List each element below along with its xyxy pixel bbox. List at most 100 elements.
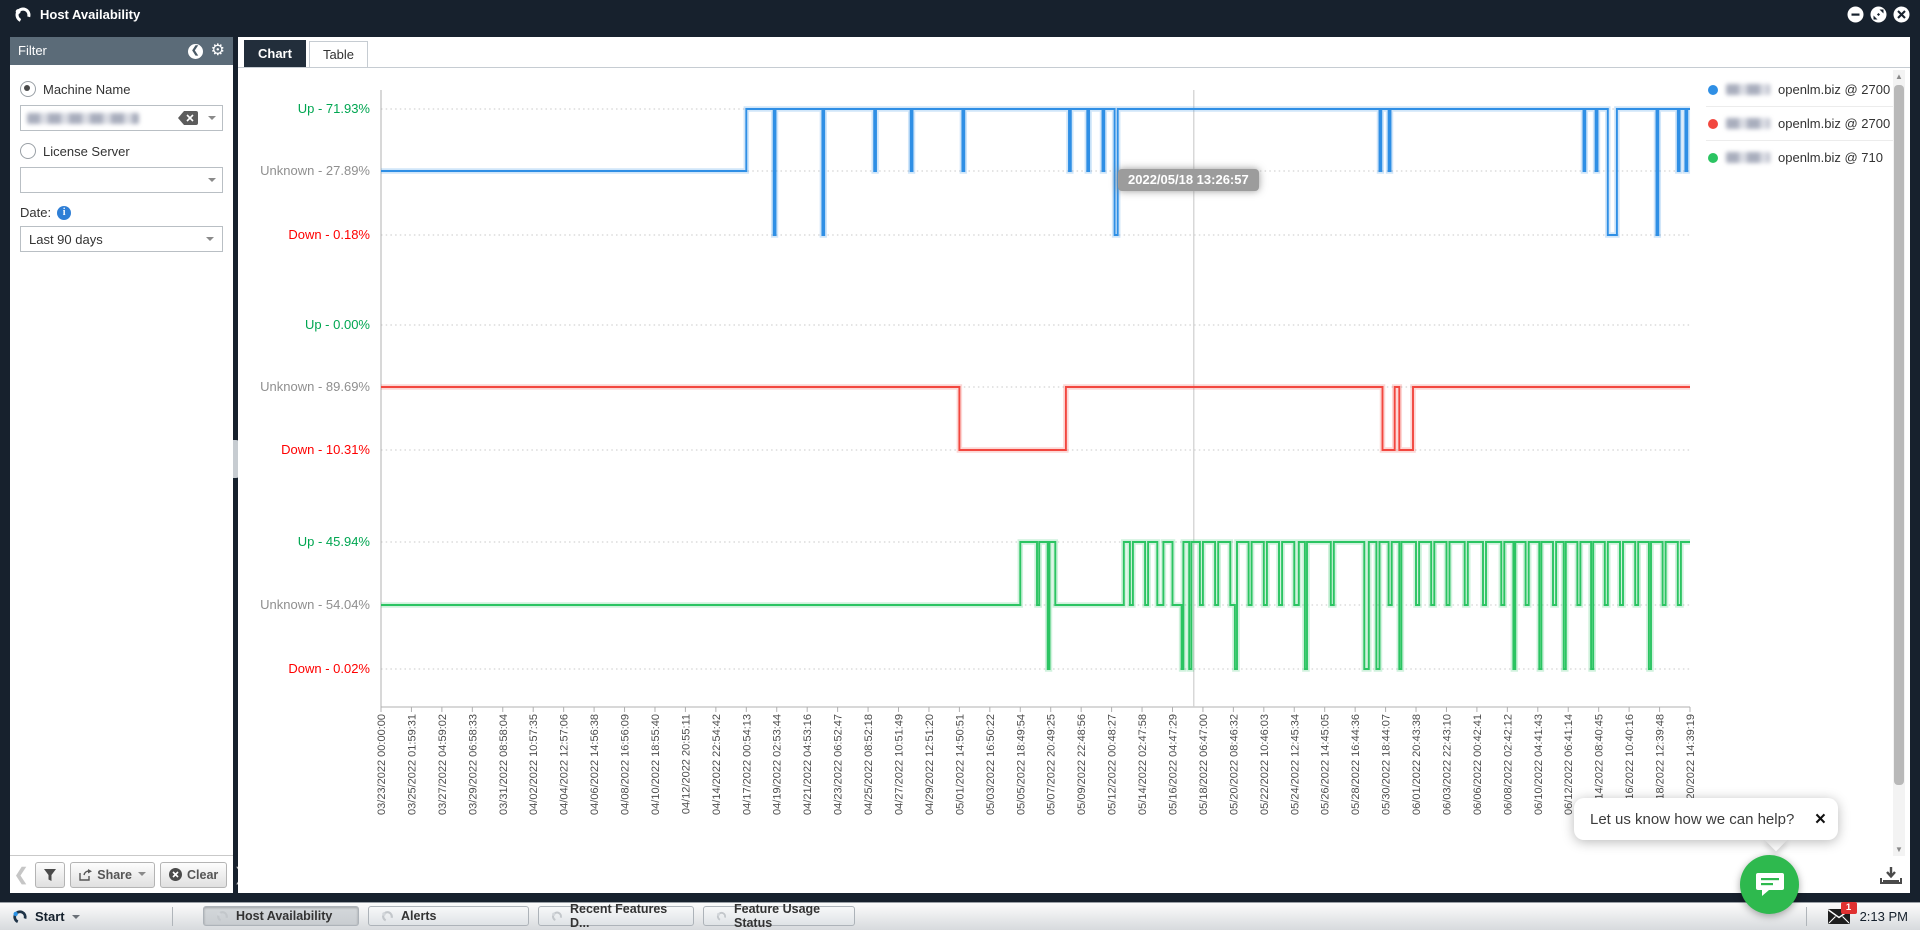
taskbar-item-recent-features-d[interactable]: Recent Features D... — [538, 902, 694, 930]
taskbar-item-alerts[interactable]: Alerts — [368, 906, 529, 926]
chevron-down-icon[interactable] — [208, 178, 216, 186]
x-tick-label: 04/14/2022 22:54:42 — [711, 714, 723, 815]
x-tick-label: 06/01/2022 20:43:38 — [1411, 714, 1423, 815]
x-tick-label: 04/25/2022 08:52:18 — [863, 714, 875, 815]
start-label: Start — [35, 909, 65, 924]
share-button[interactable]: Share — [70, 861, 155, 888]
x-tick-label: 05/12/2022 00:48:27 — [1107, 714, 1119, 815]
x-tick-label: 05/16/2022 04:47:29 — [1167, 714, 1179, 815]
toolbar-scroll-left-icon[interactable]: ❮ — [14, 864, 29, 884]
circle-x-icon — [169, 868, 182, 881]
taskbar-item-feature-usage-status[interactable]: Feature Usage Status — [703, 902, 855, 930]
scroll-up-icon[interactable]: ▲ — [1895, 72, 1903, 81]
license-server-radio[interactable] — [20, 143, 36, 159]
x-tick-label: 05/22/2022 10:46:03 — [1259, 714, 1271, 815]
window-title: Host Availability — [40, 7, 141, 22]
scroll-down-icon[interactable]: ▼ — [1895, 845, 1903, 854]
x-tick-label: 05/07/2022 20:49:25 — [1046, 714, 1058, 815]
x-tick-label: 05/28/2022 16:44:36 — [1350, 714, 1362, 815]
tab-table[interactable]: Table — [308, 41, 369, 67]
taskbar-clock: 2:13 PM — [1859, 909, 1908, 924]
x-tick-label: 04/19/2022 02:53:44 — [772, 714, 784, 815]
x-tick-label: 06/10/2022 04:41:43 — [1533, 714, 1545, 815]
share-icon — [79, 868, 93, 881]
x-tick-label: 04/12/2022 20:55:11 — [680, 714, 692, 814]
date-range-value: Last 90 days — [29, 231, 103, 247]
availability-chart[interactable]: 03/23/2022 00:00:00 03/25/2022 01:59:31 03… — [238, 37, 1910, 893]
openlm-task-icon — [217, 910, 228, 922]
taskbar-item-label: Feature Usage Status — [733, 902, 821, 930]
minimize-button[interactable] — [1847, 6, 1864, 23]
download-chart-button[interactable] — [1878, 865, 1904, 887]
sidebar-collapse-handle[interactable] — [233, 440, 240, 478]
taskbar-item-label: Alerts — [401, 909, 437, 923]
x-tick-label: 05/20/2022 08:46:32 — [1228, 714, 1240, 815]
main-panel: Chart Table 03/23/2022 00:00:00 03/25/2022… — [238, 37, 1910, 893]
level-label-unknown-group3: Unknown - 54.04% — [260, 597, 370, 612]
x-tick-label: 06/18/2022 12:39:48 — [1655, 714, 1667, 815]
window-controls — [1847, 6, 1910, 23]
license-server-label: License Server — [43, 143, 130, 159]
chat-tooltip: Let us know how we can help? × — [1574, 798, 1838, 840]
clear-button[interactable]: Clear — [160, 861, 228, 888]
clear-label: Clear — [187, 867, 219, 882]
filter-apply-button[interactable] — [35, 861, 66, 888]
legend-item-server-2[interactable]: openlm.biz @ 2700 — [1706, 107, 1896, 141]
legend-label: openlm.biz @ 2700 — [1778, 116, 1891, 131]
level-label-down-group3: Down - 0.02% — [288, 661, 370, 676]
maximize-button[interactable] — [1870, 6, 1887, 23]
openlm-start-icon — [13, 909, 27, 924]
openlm-task-icon — [382, 910, 393, 922]
filter-title: Filter — [18, 43, 47, 58]
info-icon[interactable]: i — [57, 205, 72, 220]
close-button[interactable] — [1893, 6, 1910, 23]
filter-panel: Filter ❮ ⚙ Machine Name License Server D… — [10, 37, 249, 893]
x-tick-label: 04/27/2022 10:51:49 — [894, 714, 906, 815]
taskbar-item-host-availability[interactable]: Host Availability — [203, 906, 359, 926]
collapse-panel-icon[interactable]: ❮ — [187, 43, 203, 59]
machine-name-input[interactable] — [20, 105, 223, 131]
series-line-server-1 — [381, 108, 1690, 236]
date-label: Date: — [20, 205, 52, 220]
legend-item-server-3[interactable]: openlm.biz @ 710 — [1706, 141, 1896, 174]
x-tick-label: 05/03/2022 16:50:22 — [985, 714, 997, 815]
clear-input-icon[interactable] — [178, 111, 198, 125]
chat-message: Let us know how we can help? — [1590, 810, 1795, 828]
chat-bubble-button[interactable] — [1740, 855, 1799, 914]
x-tick-label: 06/20/2022 14:39:19 — [1685, 714, 1697, 815]
x-tick-label: 03/27/2022 04:59:02 — [437, 714, 449, 815]
chevron-down-icon[interactable] — [208, 116, 216, 124]
funnel-icon — [44, 868, 57, 881]
legend-host-redacted — [1726, 84, 1770, 95]
chat-close-icon[interactable]: × — [1814, 808, 1826, 830]
x-tick-label: 04/21/2022 04:53:16 — [802, 714, 814, 815]
chevron-down-icon — [206, 237, 214, 245]
taskbar: Start Host Availability Alerts Recent Feat… — [0, 902, 1920, 930]
chevron-down-icon — [138, 872, 146, 880]
level-label-down-group2: Down - 10.31% — [281, 442, 370, 457]
chevron-down-icon — [71, 914, 80, 923]
legend-dot-icon — [1708, 118, 1718, 129]
x-tick-label: 06/03/2022 22:43:10 — [1441, 714, 1453, 815]
series-line-server-3 — [381, 541, 1690, 670]
legend-label: openlm.biz @ 710 — [1778, 150, 1883, 165]
level-label-up-group3: Up - 45.94% — [297, 534, 370, 549]
level-label-up-group1: Up - 71.93% — [297, 101, 370, 116]
legend-item-server-1[interactable]: openlm.biz @ 2700 — [1706, 73, 1896, 107]
x-tick-label: 04/02/2022 10:57:35 — [528, 714, 540, 815]
x-tick-label: 04/06/2022 14:56:38 — [589, 714, 601, 815]
tab-chart[interactable]: Chart — [244, 40, 306, 67]
titlebar: Host Availability — [0, 0, 1920, 30]
vertical-scrollbar[interactable]: ▲ ▼ — [1893, 70, 1905, 856]
level-label-unknown-group2: Unknown - 89.69% — [260, 379, 370, 394]
scrollbar-thumb[interactable] — [1894, 85, 1904, 785]
gear-icon[interactable]: ⚙ — [210, 42, 225, 59]
date-range-select[interactable]: Last 90 days — [20, 226, 223, 252]
x-tick-label: 06/12/2022 06:41:14 — [1563, 714, 1575, 815]
license-server-input[interactable] — [20, 167, 223, 193]
share-label: Share — [97, 867, 132, 882]
x-tick-label: 03/23/2022 00:00:00 — [376, 714, 388, 815]
machine-name-radio[interactable] — [20, 81, 36, 97]
start-button[interactable]: Start — [12, 903, 80, 930]
messages-button[interactable]: 1 — [1827, 902, 1857, 924]
